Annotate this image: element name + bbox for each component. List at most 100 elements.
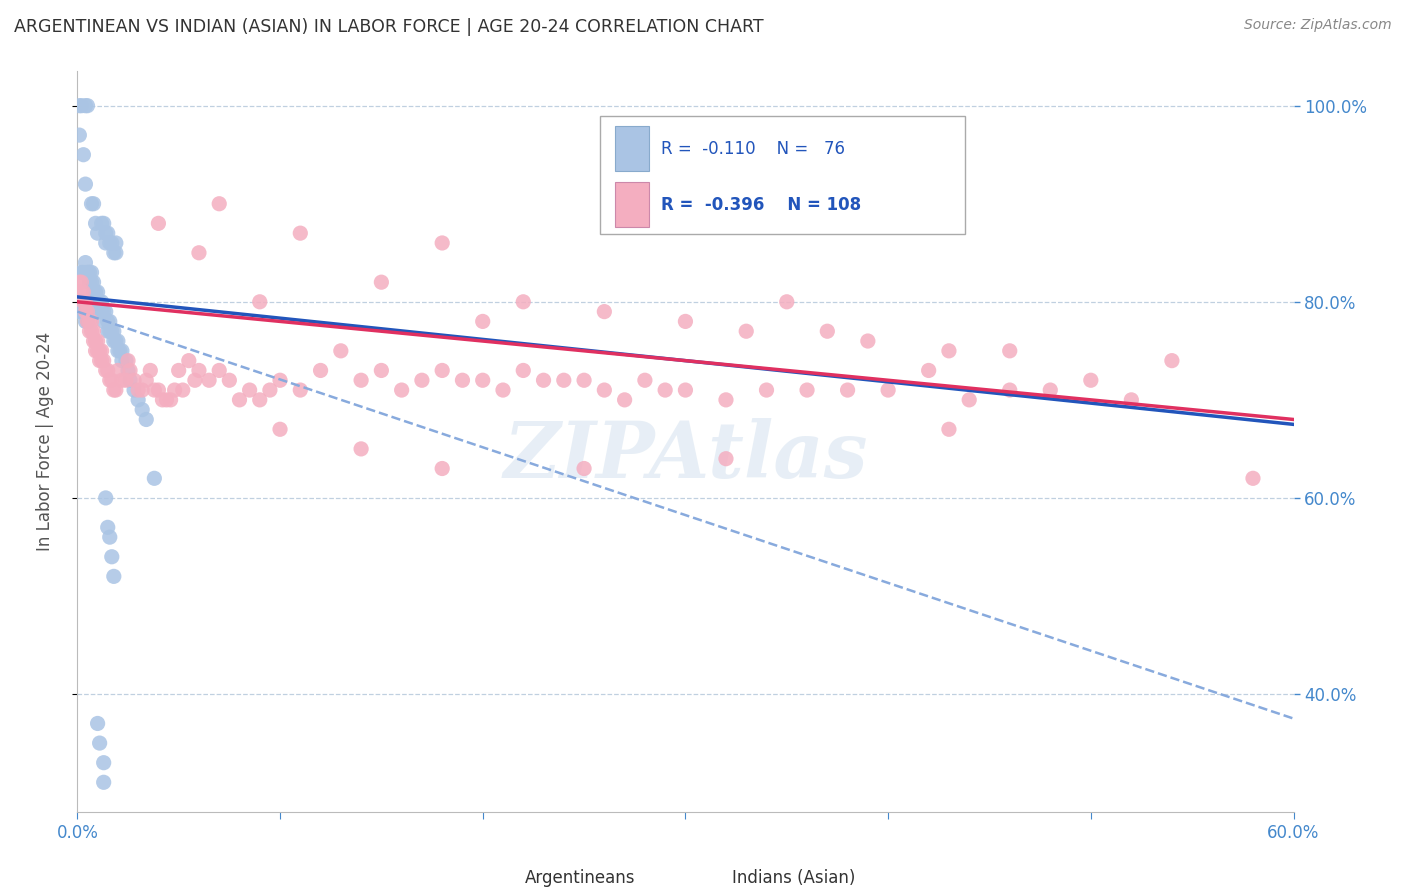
Point [593,304,616,318]
Point [451,373,474,387]
Point [198,373,221,387]
FancyBboxPatch shape [600,116,965,235]
Point [86,716,108,731]
Point [167,363,190,377]
Point [127,392,149,407]
Point [290,383,312,397]
Point [148,383,170,397]
Point [131,402,153,417]
Point [93,216,115,230]
Point [188,245,211,260]
Point [97,324,120,338]
Point [188,363,211,377]
Point [107,363,129,377]
Point [259,383,281,397]
Point [97,226,120,240]
Point [177,353,200,368]
Point [72,147,94,161]
Point [796,383,818,397]
Point [86,343,108,358]
Point [309,363,332,377]
Point [98,324,121,338]
Point [228,392,250,407]
Point [83,196,105,211]
Point [533,373,555,387]
Point [553,373,575,387]
Point [90,353,112,368]
Point [89,343,111,358]
Point [218,373,240,387]
Point [101,373,124,387]
Point [471,314,494,328]
Point [86,226,108,240]
Point [83,324,105,338]
Point [75,177,97,191]
Point [75,304,97,318]
Point [152,392,174,407]
Point [86,294,108,309]
Point [70,294,93,309]
Point [572,461,595,475]
Point [101,324,124,338]
Point [675,383,697,397]
Point [70,275,93,289]
Point [104,245,127,260]
Point [89,353,111,368]
Point [675,314,697,328]
Point [613,392,636,407]
FancyBboxPatch shape [614,182,650,227]
Point [72,294,94,309]
Point [163,383,186,397]
Point [411,373,433,387]
Point [391,383,413,397]
Point [80,275,103,289]
Point [139,363,162,377]
Point [856,334,879,348]
Point [98,314,121,328]
Point [84,216,107,230]
Point [98,235,121,250]
Point [143,383,166,397]
Point [98,530,121,544]
Point [593,383,616,397]
Text: R =  -0.396    N = 108: R = -0.396 N = 108 [661,195,862,213]
Point [714,392,737,407]
Point [72,294,94,309]
Point [83,285,105,299]
Point [98,373,121,387]
Point [938,422,960,436]
Point [117,363,139,377]
Point [103,383,125,397]
Point [80,324,103,338]
Point [97,314,120,328]
Point [269,422,291,436]
Text: Source: ZipAtlas.com: Source: ZipAtlas.com [1244,18,1392,32]
Point [998,343,1021,358]
Point [101,549,124,564]
Text: Argentineans: Argentineans [524,870,636,888]
Point [115,373,138,387]
Point [79,324,101,338]
Point [111,343,134,358]
Point [350,442,373,456]
Point [208,363,231,377]
Text: Indians (Asian): Indians (Asian) [731,870,855,888]
Point [877,383,900,397]
Text: ZIPAtlas: ZIPAtlas [503,418,868,494]
Point [714,451,737,466]
Point [370,275,392,289]
Point [135,373,157,387]
Point [957,392,980,407]
Text: R =  -0.110    N =   76: R = -0.110 N = 76 [661,140,845,158]
Point [107,334,129,348]
Point [117,353,139,368]
Point [290,226,312,240]
Point [70,98,93,112]
Point [84,334,107,348]
Point [938,343,960,358]
Point [83,334,105,348]
Text: ARGENTINEAN VS INDIAN (ASIAN) IN LABOR FORCE | AGE 20-24 CORRELATION CHART: ARGENTINEAN VS INDIAN (ASIAN) IN LABOR F… [14,18,763,36]
Point [118,373,141,387]
Point [70,265,93,279]
Point [572,373,595,387]
